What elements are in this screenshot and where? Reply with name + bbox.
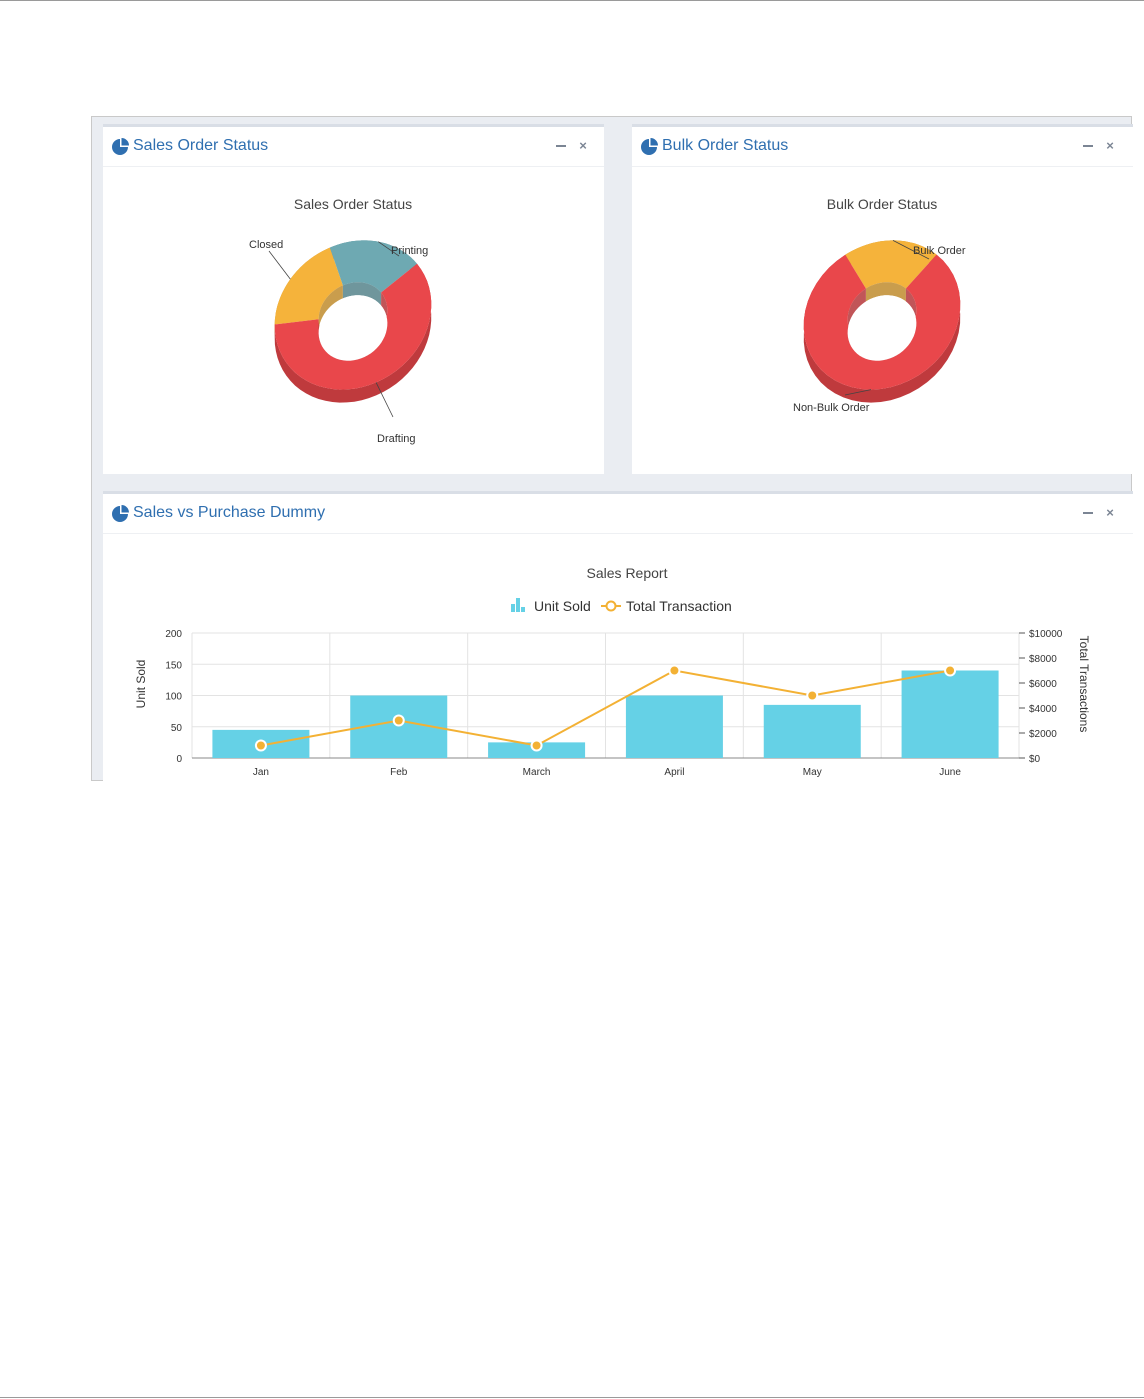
slice-label: Closed: [249, 239, 283, 251]
sales-report-chart: Sales Report Unit Sold Total Transaction: [134, 565, 1091, 778]
y2-tick-label: $0: [1029, 754, 1041, 765]
close-icon: ×: [1106, 505, 1114, 520]
point-total-transaction[interactable]: [254, 739, 267, 752]
page-top-rule: [0, 0, 1144, 1]
panel-body: Bulk Order Status Bulk Order Non-Bulk Ord…: [632, 167, 1133, 474]
y-axis-label: Unit Sold: [134, 660, 148, 709]
chart-legend: Unit Sold Total Transaction: [511, 598, 732, 614]
line-total-transaction: [260, 669, 951, 747]
minimize-button[interactable]: [1080, 504, 1096, 522]
y-tick-label: 50: [171, 723, 183, 734]
y2-tick-label: $6000: [1029, 679, 1057, 690]
y-tick-label: 100: [165, 692, 182, 703]
chart-title: Sales Order Status: [294, 196, 412, 212]
bar-unit-sold[interactable]: [763, 704, 861, 758]
pie-chart-icon: [112, 505, 129, 522]
panel-title: Bulk Order Status: [662, 137, 789, 154]
donut-slice-closed[interactable]: [274, 247, 343, 325]
x-tick-label: March: [523, 767, 551, 778]
panel-header: Sales vs Purchase Dummy ×: [103, 494, 1133, 534]
minimize-icon: [556, 145, 566, 147]
minimize-button[interactable]: [1080, 137, 1096, 155]
y-tick-label: 200: [165, 629, 182, 640]
y-tick-label: 150: [165, 660, 182, 671]
slice-label: Non-Bulk Order: [793, 402, 870, 414]
slice-label-connector: [268, 250, 291, 280]
point-total-transaction[interactable]: [392, 714, 405, 727]
minimize-button[interactable]: [553, 137, 569, 155]
slice-label: Drafting: [377, 433, 416, 445]
sales-order-status-panel: Sales Order Status × Sales Order Status …: [103, 124, 604, 474]
close-button[interactable]: ×: [575, 137, 591, 155]
point-total-transaction[interactable]: [944, 664, 957, 677]
minimize-icon: [1083, 145, 1093, 147]
legend-label: Unit Sold: [534, 598, 591, 614]
bar-unit-sold[interactable]: [625, 695, 723, 759]
legend-item-total-transaction[interactable]: Total Transaction: [601, 598, 732, 614]
minimize-icon: [1083, 512, 1093, 514]
panel-title: Sales Order Status: [133, 137, 269, 154]
bulk-order-donut-chart: Bulk Order Status Bulk Order Non-Bulk Ord…: [793, 196, 966, 414]
legend-item-unit-sold[interactable]: Unit Sold: [511, 598, 591, 614]
donut-hole: [318, 295, 388, 361]
y-tick-label: 0: [176, 754, 182, 765]
y2-tick-label: $8000: [1029, 654, 1057, 665]
donut-inner-wall: [318, 285, 343, 333]
point-total-transaction[interactable]: [806, 689, 819, 702]
chart-title: Bulk Order Status: [827, 196, 938, 212]
slice-label: Bulk Order: [913, 245, 966, 257]
y2-tick-label: $4000: [1029, 704, 1057, 715]
y2-axis-label: Total Transactions: [1077, 636, 1091, 733]
y2-tick-label: $2000: [1029, 729, 1057, 740]
sales-order-donut-chart: Sales Order Status Closed Printing Draftin…: [249, 196, 432, 445]
legend-label: Total Transaction: [626, 598, 732, 614]
slice-label-connector: [844, 389, 872, 396]
y2-tick-label: $10000: [1029, 629, 1063, 640]
slice-label-connector: [892, 240, 930, 260]
donut-hole: [847, 295, 917, 361]
donut-inner-wall: [865, 282, 906, 302]
dashboard-frame: Sales Order Status × Sales Order Status …: [91, 116, 1133, 781]
panel-header: Bulk Order Status ×: [632, 127, 1133, 167]
slice-label-connector: [375, 382, 394, 418]
close-button[interactable]: ×: [1102, 504, 1118, 522]
pie-chart-icon: [641, 138, 658, 155]
x-tick-label: April: [664, 767, 684, 778]
donut-slice-drafting[interactable]: [274, 263, 432, 390]
bar-unit-sold[interactable]: [901, 670, 999, 759]
close-icon: ×: [579, 138, 587, 153]
slice-label: Printing: [391, 245, 428, 257]
x-tick-label: May: [803, 767, 822, 778]
donut-inner-wall: [342, 282, 382, 306]
point-total-transaction[interactable]: [530, 739, 543, 752]
pie-chart-icon: [112, 138, 129, 155]
slice-label-connector: [378, 241, 400, 257]
bulk-order-status-panel: Bulk Order Status × Bulk Order Status Bu…: [632, 124, 1133, 474]
donut-slice-non-bulk-order[interactable]: [803, 254, 961, 390]
x-tick-label: Jan: [253, 767, 269, 778]
panel-body: Sales Report Unit Sold Total Transaction: [103, 534, 1133, 781]
legend-bar-icon: [511, 604, 515, 612]
panel-body: Sales Order Status Closed Printing Draftin…: [103, 167, 604, 474]
chart-title: Sales Report: [587, 565, 668, 581]
panel-header: Sales Order Status ×: [103, 127, 604, 167]
x-tick-label: Feb: [390, 767, 408, 778]
close-button[interactable]: ×: [1102, 137, 1118, 155]
panel-title: Sales vs Purchase Dummy: [133, 504, 326, 521]
sales-vs-purchase-panel: Sales vs Purchase Dummy × Sales Report U…: [103, 491, 1133, 781]
donut-slice-bulk-order[interactable]: [845, 240, 937, 289]
page-bottom-rule: [0, 1397, 1144, 1398]
x-tick-label: June: [939, 767, 961, 778]
close-icon: ×: [1106, 138, 1114, 153]
point-total-transaction[interactable]: [668, 664, 681, 677]
